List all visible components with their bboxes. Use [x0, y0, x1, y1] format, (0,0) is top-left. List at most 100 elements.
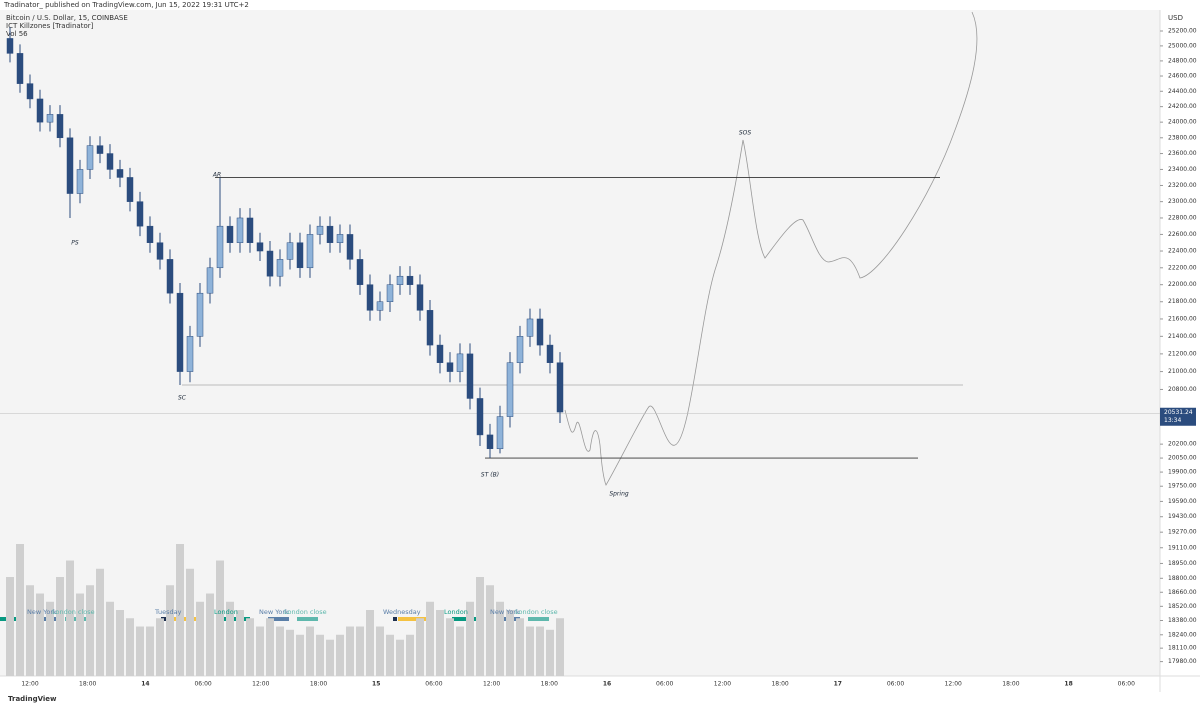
y-tick-label: 25000.00: [1168, 42, 1197, 49]
candle-body: [66, 137, 74, 194]
candle-body: [116, 169, 124, 178]
volume-bar: [116, 610, 124, 676]
y-tick-label: 21600.00: [1168, 315, 1197, 322]
y-tick-label: 22800.00: [1168, 214, 1197, 221]
candle-body: [486, 434, 494, 450]
volume-bar: [146, 626, 154, 676]
volume-bar: [316, 634, 324, 676]
volume-bar: [286, 629, 294, 676]
y-tick-label: 22400.00: [1168, 248, 1197, 255]
volume-bar: [336, 634, 344, 676]
annotation: ST (B): [481, 472, 499, 479]
volume-bar: [296, 634, 304, 676]
volume-bar: [166, 585, 174, 676]
volume-bar: [76, 593, 84, 676]
y-tick-label: 25200.00: [1168, 28, 1197, 35]
volume-bar: [56, 577, 64, 676]
candle-body: [406, 275, 414, 285]
volume-bar: [486, 585, 494, 676]
x-tick-label: 12:00: [21, 681, 38, 688]
session-label: New York: [490, 608, 520, 616]
y-tick-label: 24400.00: [1168, 88, 1197, 95]
y-tick-label: 19430.00: [1168, 513, 1197, 520]
candle-body: [226, 225, 234, 243]
x-tick-label: 12:00: [252, 681, 269, 688]
candle-body: [466, 353, 474, 399]
volume-bar: [456, 626, 464, 676]
volume-bar: [126, 618, 134, 676]
candle-body: [386, 284, 394, 302]
volume-bar: [226, 601, 234, 676]
candle-body: [96, 145, 104, 154]
session-bar: [167, 617, 202, 621]
volume-bar: [46, 601, 54, 676]
candle-body: [376, 301, 384, 311]
y-tick-label: 21000.00: [1168, 368, 1197, 375]
volume-bar: [176, 544, 184, 676]
volume-bar: [516, 618, 524, 676]
session-label: London: [214, 608, 238, 616]
volume-bar: [216, 560, 224, 676]
candle-body: [346, 234, 354, 260]
x-tick-label: 18:00: [310, 681, 327, 688]
session-label: New York: [27, 608, 57, 616]
currency: USD: [1168, 14, 1183, 22]
x-tick-label: 14: [141, 681, 149, 688]
y-tick-label: 18110.00: [1168, 645, 1197, 652]
volume-bar: [526, 626, 534, 676]
volume-bar: [236, 610, 244, 676]
candle-body: [186, 336, 194, 372]
volume-bar: [546, 629, 554, 676]
y-tick-label: 23200.00: [1168, 182, 1197, 189]
candle-body: [216, 225, 224, 269]
session-label: London: [444, 608, 468, 616]
volume-bar: [196, 601, 204, 676]
x-tick-label: 12:00: [483, 681, 500, 688]
annotation: Spring: [609, 491, 629, 498]
session-label: London close: [515, 608, 558, 616]
volume-bar: [476, 577, 484, 676]
volume-bar: [446, 618, 454, 676]
y-tick-label: 23000.00: [1168, 198, 1197, 205]
candle-body: [336, 234, 344, 243]
candle-body: [416, 284, 424, 311]
x-tick-label: 06:00: [425, 681, 442, 688]
x-tick-label: 06:00: [1118, 681, 1135, 688]
candle-body: [146, 225, 154, 243]
candle-body: [306, 234, 314, 269]
countdown: 13:34: [1164, 417, 1181, 424]
candle-body: [176, 292, 184, 372]
x-tick-label: 18:00: [79, 681, 96, 688]
volume-bar: [156, 618, 164, 676]
candle-body: [256, 242, 264, 252]
x-tick-label: 18:00: [1002, 681, 1019, 688]
volume-bar: [186, 568, 194, 676]
candle-body: [36, 98, 44, 123]
x-tick-label: 12:00: [945, 681, 962, 688]
y-tick-label: 18520.00: [1168, 603, 1197, 610]
y-tick-label: 23800.00: [1168, 134, 1197, 141]
y-tick-label: 19900.00: [1168, 469, 1197, 476]
volume-bar: [256, 626, 264, 676]
candle-body: [326, 225, 334, 243]
volume-bar: [86, 585, 94, 676]
candle-body: [46, 114, 54, 123]
x-tick-label: 06:00: [194, 681, 211, 688]
candle-body: [456, 353, 464, 372]
candle-body: [56, 114, 64, 139]
candle-body: [16, 53, 24, 84]
volume-bar: [386, 634, 394, 676]
candle-body: [536, 318, 544, 346]
x-tick-label: 06:00: [656, 681, 673, 688]
volume-bar: [266, 618, 274, 676]
y-tick-label: 21200.00: [1168, 350, 1197, 357]
y-tick-label: 23600.00: [1168, 150, 1197, 157]
candle-body: [26, 83, 34, 100]
candle-body: [166, 259, 174, 294]
volume-label: Vol 56: [6, 30, 28, 38]
candle-body: [556, 362, 564, 413]
y-tick-label: 19750.00: [1168, 483, 1197, 490]
session-bar: [528, 617, 549, 621]
x-tick-label: 18:00: [541, 681, 558, 688]
